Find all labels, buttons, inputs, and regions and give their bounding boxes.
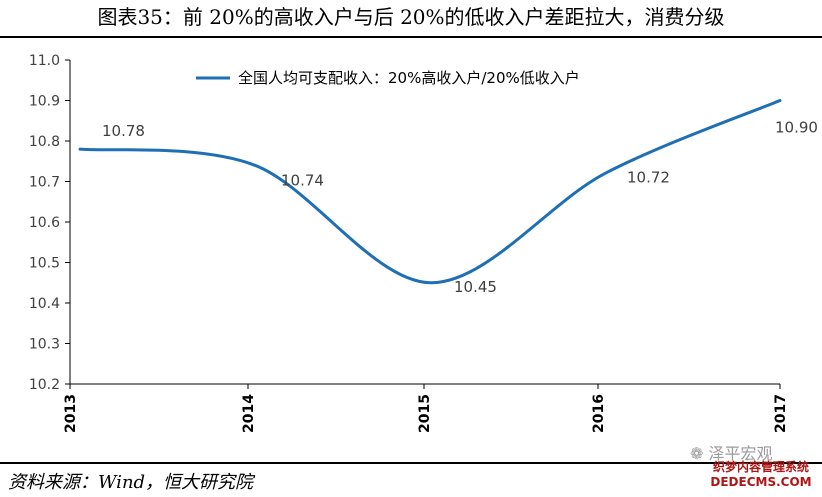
y-tick-label: 10.5 — [29, 256, 60, 272]
data-label: 10.78 — [102, 122, 145, 140]
title-divider — [0, 36, 822, 38]
data-label: 10.90 — [775, 119, 818, 137]
wechat-icon: ❁ — [690, 444, 704, 463]
wechat-watermark-text: 泽平宏观 — [708, 444, 773, 463]
x-tick-label: 2017 — [773, 394, 789, 433]
data-label: 10.74 — [281, 171, 324, 189]
y-tick-label: 10.6 — [29, 215, 60, 231]
y-tick-label: 10.4 — [29, 296, 60, 312]
chart-title: 图表35：前 20%的高收入户与后 20%的低收入户差距拉大，消费分级 — [97, 5, 725, 29]
x-tick-label: 2014 — [241, 394, 257, 433]
y-tick-label: 10.9 — [29, 94, 60, 110]
source-divider — [0, 462, 822, 464]
wechat-watermark: ❁ 泽平宏观 — [690, 440, 773, 464]
source-note: 资料来源：Wind，恒大研究院 — [8, 472, 254, 493]
legend-label: 全国人均可支配收入：20%高收入户/20%低收入户 — [238, 69, 580, 87]
site-watermark: 织梦内容管理系统 DEDECMS.COM — [702, 460, 820, 490]
y-tick-label: 10.8 — [29, 134, 60, 150]
y-tick-label: 10.7 — [29, 175, 60, 191]
x-tick-label: 2016 — [591, 394, 607, 433]
y-tick-label: 11.0 — [29, 53, 60, 69]
x-tick-label: 2013 — [63, 394, 79, 433]
y-tick-label: 10.2 — [29, 377, 60, 393]
data-label: 10.72 — [627, 168, 670, 186]
y-tick-label: 10.3 — [29, 337, 60, 353]
data-label: 10.45 — [454, 278, 497, 296]
site-watermark-domain: DEDECMS.COM — [710, 475, 812, 489]
site-watermark-name: 织梦内容管理系统 — [712, 460, 809, 474]
x-tick-label: 2015 — [417, 394, 433, 433]
series-line — [78, 99, 782, 285]
